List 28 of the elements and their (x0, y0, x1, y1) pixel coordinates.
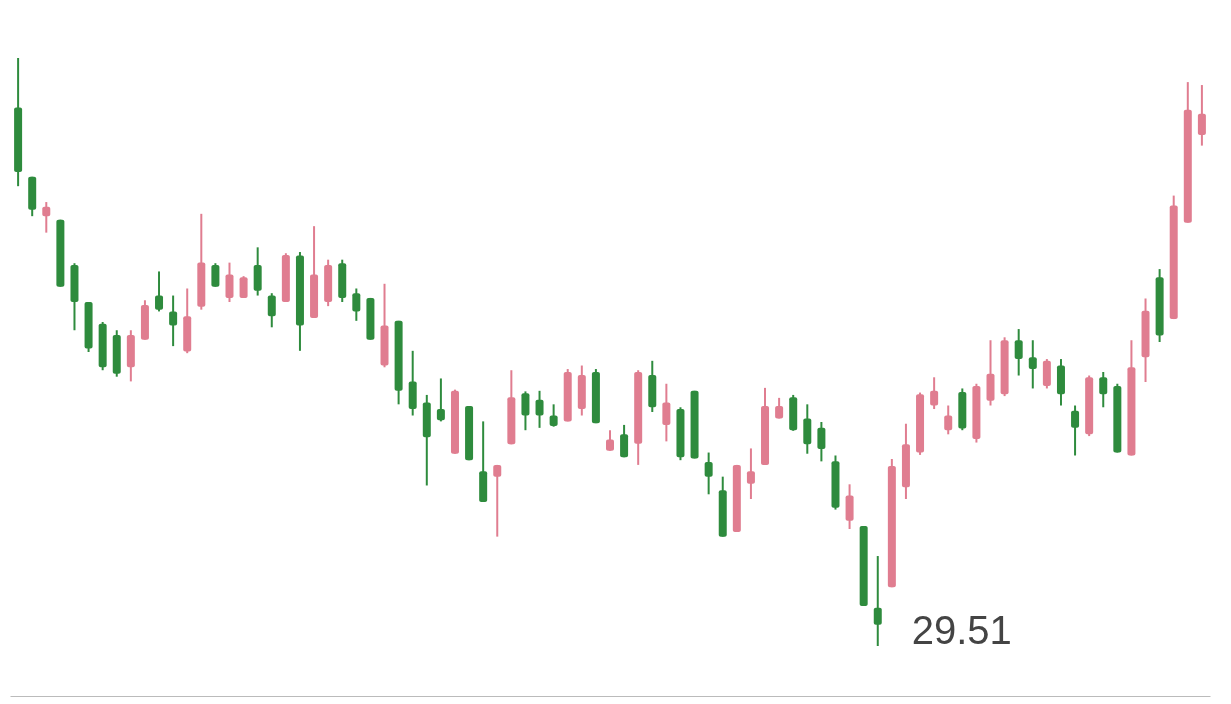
annotation: 29.51 (911, 608, 1012, 652)
candlestick (662, 382, 671, 443)
candlestick (704, 451, 713, 496)
candlestick (436, 377, 445, 423)
candlestick (606, 429, 614, 452)
candlestick (746, 447, 755, 500)
candlestick (930, 376, 939, 411)
candlestick (549, 403, 558, 428)
candlestick (155, 270, 164, 313)
candlestick (352, 287, 361, 322)
candlestick (535, 389, 544, 429)
candlestick (521, 390, 530, 432)
candlestick (873, 555, 882, 647)
candlestick (944, 404, 953, 436)
candlestick (267, 292, 276, 329)
candlestick (1028, 339, 1037, 390)
candlestick (620, 423, 629, 459)
candlestick (169, 294, 178, 348)
candlestick (493, 463, 502, 538)
candlestick (1197, 84, 1206, 147)
candlestick (1071, 404, 1080, 457)
candlestick (239, 275, 248, 299)
candlestick (211, 262, 220, 288)
candlestick (1099, 370, 1108, 409)
candlestick (42, 201, 51, 234)
candlestick (1014, 328, 1023, 377)
candlestick (225, 261, 234, 304)
candlestick (817, 420, 826, 463)
